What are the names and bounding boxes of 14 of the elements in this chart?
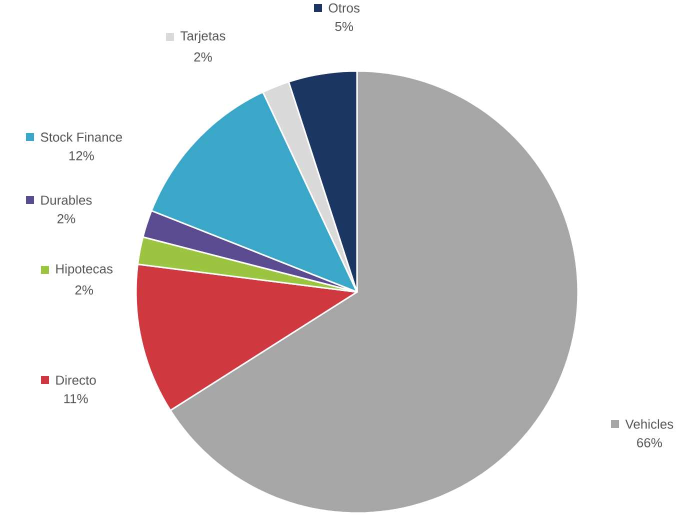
data-label: 5% xyxy=(335,22,354,32)
data-label: 12% xyxy=(69,151,94,160)
legend-label: Tarjetas xyxy=(180,30,226,44)
legend-label: Hipotecas xyxy=(56,264,113,276)
legend-label: Otros xyxy=(328,3,360,13)
data-label: 2% xyxy=(194,52,212,62)
data-label: 2% xyxy=(57,214,76,224)
legend-label: Stock Finance xyxy=(40,132,122,142)
legend-label: Directo xyxy=(56,375,96,385)
data-label: 2% xyxy=(75,285,94,295)
data-label: 11% xyxy=(64,394,88,404)
data-label: 66% xyxy=(637,438,662,448)
legend-label: Durables xyxy=(41,195,92,205)
legend-label: Vehicles xyxy=(625,419,674,429)
